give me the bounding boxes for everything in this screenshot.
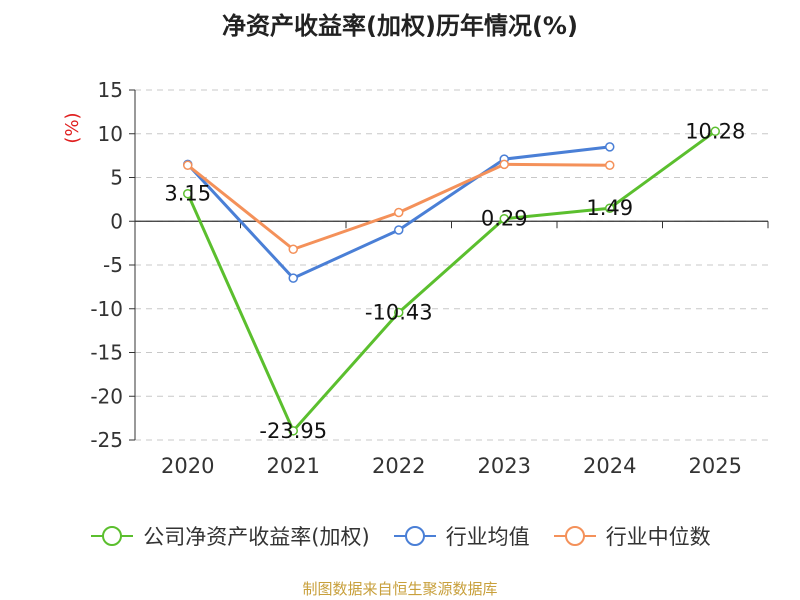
legend-item-company-roe[interactable]: 公司净资产收益率(加权) <box>89 521 370 551</box>
series-line-0 <box>186 130 717 433</box>
legend-item-industry-mean[interactable]: 行业均值 <box>392 521 530 551</box>
y-tick-label: -10 <box>90 297 123 321</box>
data-label: -23.95 <box>259 419 327 443</box>
x-tick-label: 2024 <box>583 454 636 478</box>
data-label: 3.15 <box>164 182 211 206</box>
data-point <box>288 244 298 254</box>
legend-item-industry-median[interactable]: 行业中位数 <box>552 521 711 551</box>
x-tick-label: 2025 <box>689 454 742 478</box>
legend-label: 公司净资产收益率(加权) <box>143 525 370 549</box>
data-label: -10.43 <box>365 301 433 325</box>
data-point <box>288 426 298 436</box>
data-point <box>605 203 615 213</box>
x-tick-label: 2023 <box>478 454 531 478</box>
chart-title: 净资产收益率(加权)历年情况(%) <box>222 12 578 40</box>
data-point <box>183 188 193 199</box>
data-point <box>394 225 404 235</box>
x-tick-label: 2020 <box>161 454 214 478</box>
data-point <box>605 142 615 152</box>
y-tick-label: -5 <box>103 253 123 277</box>
legend-marker-icon <box>91 526 134 546</box>
y-tick-label: -25 <box>90 428 123 452</box>
y-tick-label: 0 <box>110 209 123 233</box>
y-tick-label: 15 <box>98 78 123 102</box>
data-label: 0.29 <box>481 207 528 231</box>
data-point <box>288 273 298 283</box>
data-label: 1.49 <box>586 196 633 220</box>
legend-label: 行业均值 <box>445 525 530 549</box>
legend: 公司净资产收益率(加权) 行业均值 行业中位数 <box>0 518 800 554</box>
data-point <box>710 126 720 137</box>
legend-label: 行业中位数 <box>605 525 711 549</box>
y-tick-label: 10 <box>98 122 123 146</box>
y-tick-label: -15 <box>90 341 123 365</box>
data-point <box>394 307 404 318</box>
data-point <box>183 160 193 170</box>
data-point <box>499 213 509 224</box>
legend-marker-icon <box>553 526 596 546</box>
data-label: 10.28 <box>685 119 745 143</box>
data-point <box>499 159 509 170</box>
y-tick-label: -20 <box>90 384 123 408</box>
legend-marker-icon <box>393 526 436 546</box>
x-tick-label: 2021 <box>267 454 320 478</box>
source-note: 制图数据来自恒生聚源数据库 <box>302 580 498 598</box>
data-point <box>605 160 615 170</box>
y-axis-label: (%) <box>62 112 83 143</box>
data-point <box>394 207 404 218</box>
y-tick-label: 5 <box>110 166 123 190</box>
x-tick-label: 2022 <box>372 454 425 478</box>
